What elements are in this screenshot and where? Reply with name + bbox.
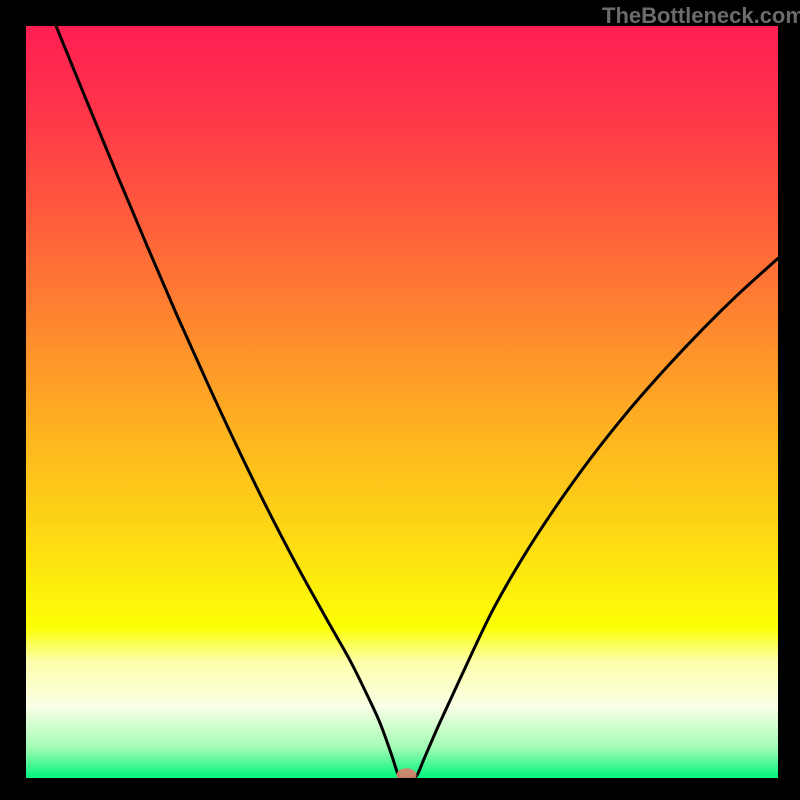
chart-background [26, 26, 778, 778]
watermark-text: TheBottleneck.com [602, 3, 800, 29]
chart-frame [0, 0, 800, 800]
bottleneck-chart [26, 26, 778, 778]
